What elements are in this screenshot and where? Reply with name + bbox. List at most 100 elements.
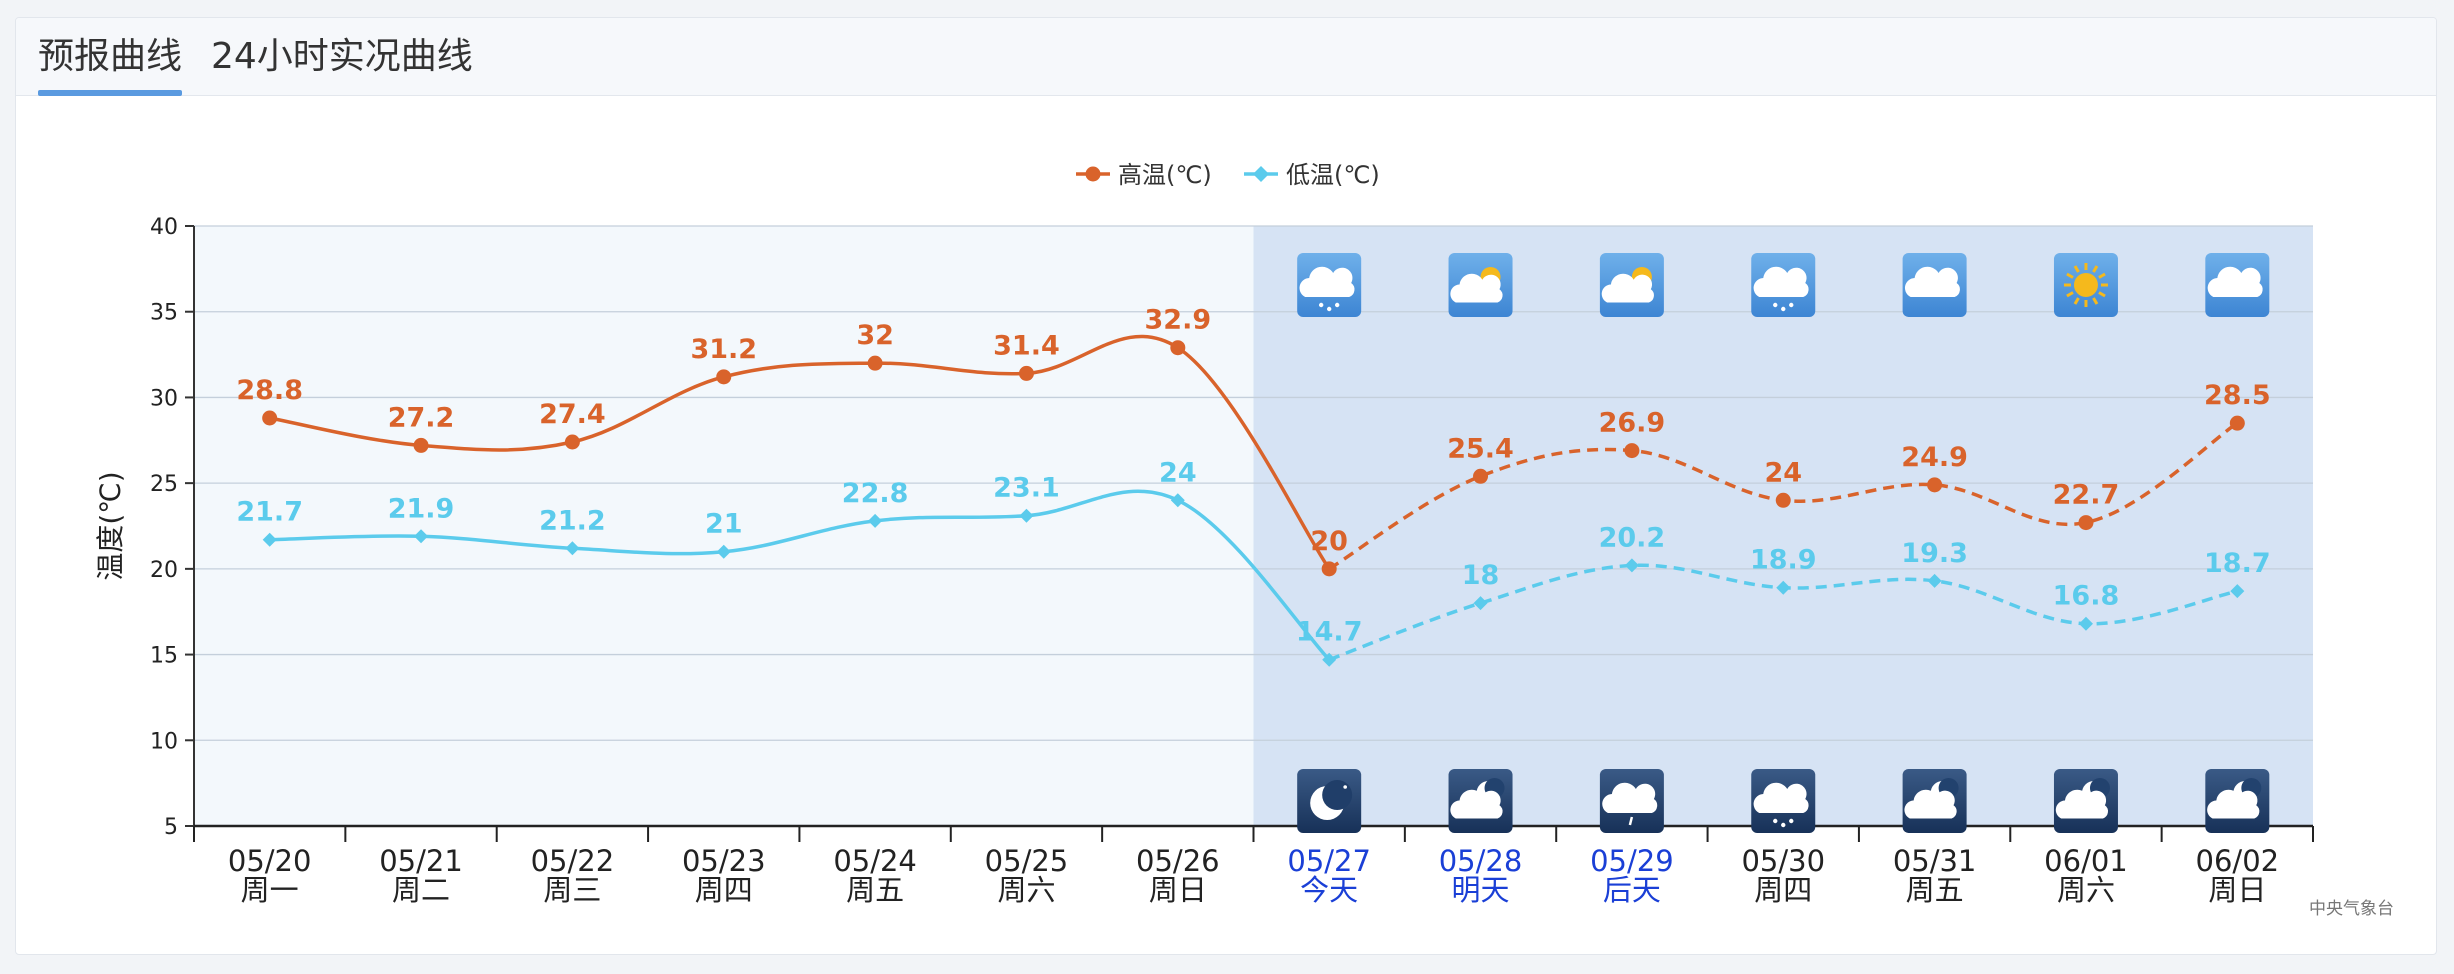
sun-ray bbox=[2073, 265, 2080, 273]
snow-dot bbox=[1781, 822, 1786, 828]
snow-cloud-icon bbox=[1751, 253, 1816, 317]
x-category-date: 05/31 bbox=[1893, 844, 1977, 878]
star bbox=[1343, 785, 1347, 789]
data-point-low bbox=[1624, 558, 1639, 573]
data-label: 21.9 bbox=[388, 493, 455, 524]
data-label: 24 bbox=[1764, 457, 1802, 488]
x-category-date: 05/25 bbox=[985, 844, 1069, 878]
temperature-chart: 510152025303540温度(℃)05/20周一05/21周二05/22周… bbox=[94, 161, 2394, 919]
data-label: 26.9 bbox=[1599, 408, 1666, 439]
moon-cut bbox=[1322, 780, 1353, 810]
data-point-high bbox=[262, 410, 278, 426]
data-point-low bbox=[1776, 580, 1791, 595]
data-label: 31.2 bbox=[690, 334, 757, 365]
data-point-high bbox=[2078, 515, 2094, 531]
tab-24h-observed-curve[interactable]: 24小时实况曲线 bbox=[211, 36, 473, 77]
x-category-day: 周五 bbox=[1906, 873, 1964, 907]
data-label: 19.3 bbox=[1901, 538, 1968, 569]
x-category-date: 05/20 bbox=[228, 844, 312, 878]
sun-ray bbox=[2066, 272, 2074, 279]
cloud-shape bbox=[2207, 266, 2263, 297]
sun-ray bbox=[2092, 265, 2099, 273]
rain-drop bbox=[1628, 816, 1634, 826]
data-point-low bbox=[565, 541, 580, 556]
cloud-shape bbox=[1602, 782, 1658, 813]
x-category-day: 周五 bbox=[846, 873, 904, 907]
cloud-shape bbox=[1601, 273, 1654, 303]
data-point-low bbox=[1019, 508, 1034, 523]
legend-label: 低温(℃) bbox=[1286, 161, 1380, 189]
data-label: 16.8 bbox=[2053, 581, 2120, 612]
data-point-high bbox=[867, 355, 883, 371]
cloudy-night-icon bbox=[2053, 769, 2118, 833]
data-label: 22.8 bbox=[842, 478, 909, 509]
data-label: 18.7 bbox=[2204, 548, 2271, 579]
sun-disc bbox=[2073, 273, 2098, 297]
data-label: 14.7 bbox=[1296, 617, 1363, 648]
data-point-high bbox=[1321, 561, 1337, 577]
cloudy-night-icon bbox=[2205, 769, 2270, 833]
cloud-shape bbox=[1753, 266, 1809, 297]
cloud-shape bbox=[2207, 789, 2260, 819]
data-label: 21 bbox=[705, 509, 743, 540]
data-point-high bbox=[1775, 492, 1791, 508]
sun-ray bbox=[2092, 297, 2099, 305]
data-label: 32.9 bbox=[1145, 305, 1212, 336]
snow-cloud-icon bbox=[1297, 253, 1362, 317]
cloud-icon bbox=[1902, 253, 1967, 317]
data-point-low bbox=[1322, 652, 1337, 667]
snow-cloud-icon bbox=[1751, 769, 1816, 833]
x-category-date: 05/26 bbox=[1136, 844, 1220, 878]
sun-ray bbox=[2073, 297, 2080, 305]
tab-forecast-curve[interactable]: 预报曲线 bbox=[38, 36, 183, 96]
x-category-date: 05/23 bbox=[682, 844, 766, 878]
partly-sunny-icon bbox=[1599, 253, 1664, 317]
y-tick-label: 5 bbox=[164, 815, 178, 840]
data-label: 21.7 bbox=[236, 497, 303, 528]
data-point-low bbox=[1473, 596, 1488, 611]
x-category-date: 05/21 bbox=[379, 844, 463, 878]
x-category-date: 05/27 bbox=[1287, 844, 1371, 878]
legend-marker bbox=[1085, 166, 1101, 182]
data-label: 27.4 bbox=[539, 399, 606, 430]
data-label: 24 bbox=[1159, 457, 1197, 488]
forecast-region-bg bbox=[1253, 226, 2313, 826]
cloud-shape bbox=[1904, 266, 1960, 297]
x-category-day: 明天 bbox=[1452, 873, 1510, 907]
data-label: 21.2 bbox=[539, 505, 606, 536]
x-category-day: 周一 bbox=[241, 873, 299, 907]
sun-ray bbox=[2066, 291, 2074, 298]
x-category-date: 05/22 bbox=[531, 844, 615, 878]
x-category-date: 05/28 bbox=[1439, 844, 1523, 878]
data-point-high bbox=[1927, 477, 1943, 493]
data-point-high bbox=[413, 437, 429, 453]
y-tick-label: 30 bbox=[150, 386, 178, 411]
x-category-day: 周三 bbox=[543, 873, 601, 907]
x-category-date: 05/24 bbox=[833, 844, 917, 878]
cloud-shape bbox=[1299, 266, 1355, 297]
data-point-high bbox=[716, 369, 732, 385]
x-category-day: 周四 bbox=[695, 873, 753, 907]
x-category-date: 06/02 bbox=[2196, 844, 2280, 878]
data-label: 18 bbox=[1462, 560, 1500, 591]
legend-marker bbox=[1253, 166, 1269, 182]
y-tick-label: 20 bbox=[150, 558, 178, 583]
data-point-low bbox=[2230, 584, 2245, 599]
data-label: 27.2 bbox=[388, 402, 455, 433]
x-category-day: 周二 bbox=[392, 873, 450, 907]
data-point-high bbox=[564, 434, 580, 450]
y-tick-label: 15 bbox=[150, 644, 178, 669]
cloud-shape bbox=[1450, 273, 1503, 303]
cloud-shape bbox=[2055, 789, 2108, 819]
data-point-low bbox=[2078, 616, 2093, 631]
data-point-low bbox=[716, 544, 731, 559]
sun-ray bbox=[2098, 291, 2106, 298]
snow-dot bbox=[1789, 302, 1794, 308]
moon-icon bbox=[1297, 769, 1362, 833]
y-axis-label: 温度(℃) bbox=[94, 471, 127, 580]
x-category-day: 周六 bbox=[997, 873, 1055, 907]
x-category-date: 05/30 bbox=[1741, 844, 1825, 878]
snow-dot bbox=[1326, 306, 1332, 312]
x-category-day: 后天 bbox=[1603, 873, 1661, 907]
snow-dot bbox=[1789, 818, 1794, 824]
